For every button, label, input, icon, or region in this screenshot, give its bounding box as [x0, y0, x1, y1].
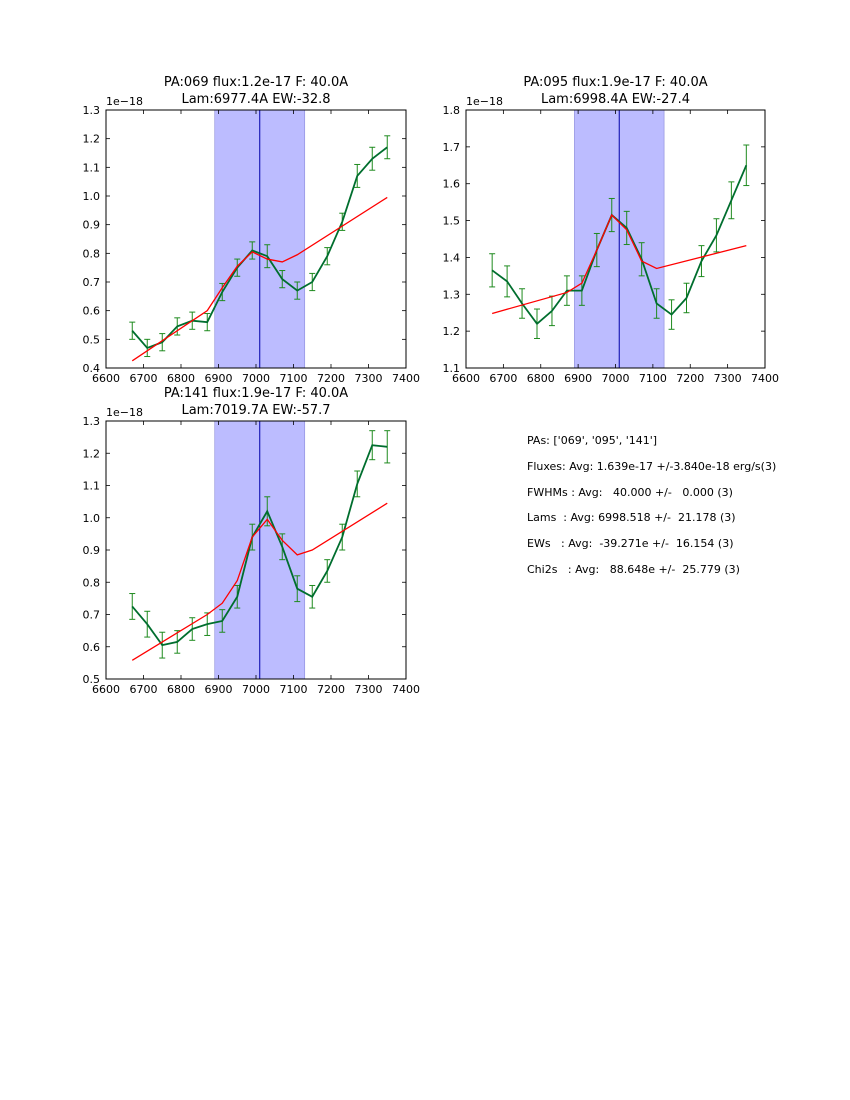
y-tick-label: 0.9 [83, 544, 101, 557]
summary-pas: PAs: ['069', '095', '141'] [527, 434, 658, 447]
x-tick-label: 7200 [317, 372, 345, 385]
x-tick-label: 6700 [130, 372, 158, 385]
y-tick-label: 1.1 [83, 161, 101, 174]
summary-ews: EWs : Avg: -39.271e +/- 16.154 (3) [527, 537, 734, 551]
x-tick-label: 7000 [242, 683, 270, 696]
fit-series-line [131, 502, 388, 661]
chart-panel-1: 6600 6700 6800 6900 7000 7100 7200 7300 7400 0.4 0… [83, 75, 421, 385]
chart-title-line1: PA:095 flux:1.9e-17 F: 40.0A [523, 75, 707, 90]
x-tick-label: 7400 [751, 372, 779, 385]
x-tick-label: 7000 [602, 372, 630, 385]
chart-title-line2: Lam:6977.4A EW:-32.8 [181, 92, 330, 107]
y-tick-label: 1.7 [443, 141, 461, 154]
data-series-line [131, 146, 388, 349]
x-tick-label: 7400 [392, 683, 420, 696]
y-tick-label: 1.3 [83, 104, 101, 117]
x-tick-label: 7200 [676, 372, 704, 385]
x-tick-label: 6600 [92, 683, 120, 696]
y-tick-label: 1.1 [443, 362, 461, 375]
y-tick-label: 1.2 [443, 325, 461, 338]
x-tick-label: 6700 [489, 372, 517, 385]
x-tick-label: 6800 [167, 683, 195, 696]
y-tick-label: 1.2 [83, 447, 101, 460]
x-tick-label: 7300 [355, 372, 383, 385]
x-tick-label: 6700 [130, 683, 158, 696]
y-tick-label: 1.3 [83, 415, 101, 428]
summary-fluxes: Fluxes: Avg: 1.639e-17 +/-3.840e-18 erg/… [527, 459, 777, 473]
y-tick-label: 0.6 [83, 305, 101, 318]
summary-lams: Lams : Avg: 6998.518 +/- 21.178 (3) [527, 511, 736, 525]
fit-series-line [491, 213, 747, 315]
x-tick-label: 7200 [317, 683, 345, 696]
summary-fwhms: FWHMs : Avg: 40.000 +/- 0.000 (3) [527, 485, 733, 499]
x-tick-label: 7100 [639, 372, 667, 385]
y-tick-label: 0.7 [83, 276, 101, 289]
y-tick-label: 0.6 [83, 641, 101, 654]
data-series-line [131, 444, 388, 647]
y-tick-label: 1.3 [443, 288, 461, 301]
chart-panel-3: 6600 6700 6800 6900 7000 7100 7200 7300 7400 0.5 0… [83, 386, 421, 696]
y-offset-label: 1e−18 [106, 406, 143, 419]
x-tick-label: 6900 [564, 372, 592, 385]
y-tick-label: 1.1 [83, 480, 101, 493]
chart-title-line1: PA:069 flux:1.2e-17 F: 40.0A [164, 75, 348, 90]
y-tick-label: 1.8 [443, 104, 461, 117]
x-tick-label: 7300 [714, 372, 742, 385]
fit-series-line [131, 196, 388, 362]
y-tick-label: 1.5 [443, 215, 461, 228]
y-tick-label: 0.8 [83, 247, 101, 260]
summary-chi2s: Chi2s : Avg: 88.648e +/- 25.779 (3) [527, 562, 740, 576]
y-offset-label: 1e−18 [106, 95, 143, 108]
x-tick-label: 6900 [205, 683, 233, 696]
chart-title-line1: PA:141 flux:1.9e-17 F: 40.0A [164, 386, 348, 401]
chart-title-line2: Lam:7019.7A EW:-57.7 [181, 403, 330, 418]
errorbar [489, 253, 496, 288]
y-tick-label: 0.7 [83, 609, 101, 622]
y-tick-label: 0.8 [83, 576, 101, 589]
y-tick-label: 1.2 [83, 133, 101, 146]
y-tick-label: 1.0 [83, 190, 101, 203]
y-tick-label: 0.4 [83, 362, 101, 375]
chart-title-line2: Lam:6998.4A EW:-27.4 [541, 92, 690, 107]
x-tick-label: 7000 [242, 372, 270, 385]
chart-panel-2: 6600 6700 6800 6900 7000 7100 7200 7300 7400 1.1 1… [443, 75, 780, 385]
y-tick-label: 1.4 [443, 251, 461, 264]
x-tick-label: 6800 [527, 372, 555, 385]
x-tick-label: 7100 [280, 683, 308, 696]
x-tick-label: 6600 [452, 372, 480, 385]
y-offset-label: 1e−18 [466, 95, 503, 108]
summary-panel: PAs: ['069', '095', '141'] Fluxes: Avg: … [527, 433, 776, 588]
y-tick-label: 1.0 [83, 512, 101, 525]
x-tick-label: 6900 [205, 372, 233, 385]
y-tick-label: 1.6 [443, 178, 461, 191]
y-tick-label: 0.9 [83, 219, 101, 232]
errorbar [743, 144, 750, 187]
x-tick-label: 6600 [92, 372, 120, 385]
x-tick-label: 7300 [355, 683, 383, 696]
x-tick-label: 7100 [280, 372, 308, 385]
x-tick-label: 7400 [392, 372, 420, 385]
y-tick-label: 0.5 [83, 333, 101, 346]
y-tick-label: 0.5 [83, 673, 101, 686]
x-tick-label: 6800 [167, 372, 195, 385]
